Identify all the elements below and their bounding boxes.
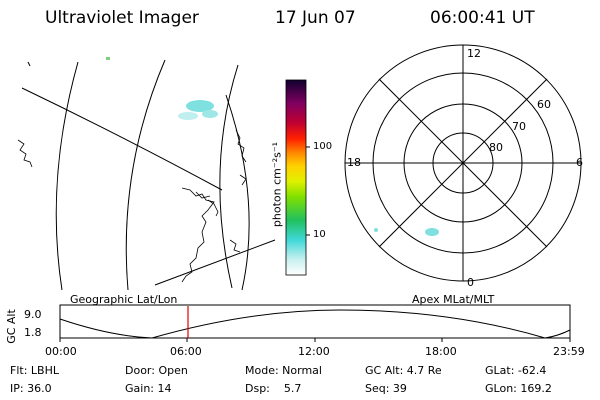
colorbar-tick-100: 100 [313, 141, 333, 152]
clock-label-18: 18 [347, 156, 361, 169]
y-tick-9: 9.0 [24, 308, 42, 321]
info-mode: Mode: Normal [245, 364, 322, 377]
time-tick-1200: 12:00 [298, 345, 330, 358]
info-dsp: Dsp: 5.7 [245, 382, 302, 395]
time-tick-2359: 23:59 [553, 345, 585, 358]
time-tick-0600: 06:00 [170, 345, 202, 358]
clock-label-0: 0 [467, 276, 474, 289]
clock-label-6: 6 [576, 156, 583, 169]
info-ip: IP: 36.0 [10, 382, 52, 395]
info-filter: Flt: LBHL [10, 364, 59, 377]
lat-label-70: 70 [512, 120, 526, 133]
time-label: 06:00:41 UT [430, 8, 535, 28]
instrument-title: Ultraviolet Imager [45, 8, 199, 28]
info-gc-alt: GC Alt: 4.7 Re [365, 364, 442, 377]
colorbar-tick-10: 10 [313, 229, 326, 240]
right-panel-label: Apex MLat/MLT [412, 293, 495, 306]
time-tick-1800: 18:00 [425, 345, 457, 358]
left-panel-label: Geographic Lat/Lon [70, 293, 178, 306]
info-glon: GLon: 169.2 [485, 382, 552, 395]
aurora-patch-left [106, 57, 218, 120]
clock-label-12: 12 [467, 47, 481, 60]
info-seq: Seq: 39 [365, 382, 407, 395]
info-door: Door: Open [125, 364, 188, 377]
date-label: 17 Jun 07 [275, 8, 356, 28]
lat-label-60: 60 [537, 98, 551, 111]
aurora-patch-right [374, 228, 439, 236]
time-tick-0000: 00:00 [45, 345, 77, 358]
lat-label-80: 80 [489, 141, 503, 154]
y-tick-1.8: 1.8 [24, 326, 42, 339]
info-gain: Gain: 14 [125, 382, 172, 395]
info-glat: GLat: -62.4 [485, 364, 547, 377]
